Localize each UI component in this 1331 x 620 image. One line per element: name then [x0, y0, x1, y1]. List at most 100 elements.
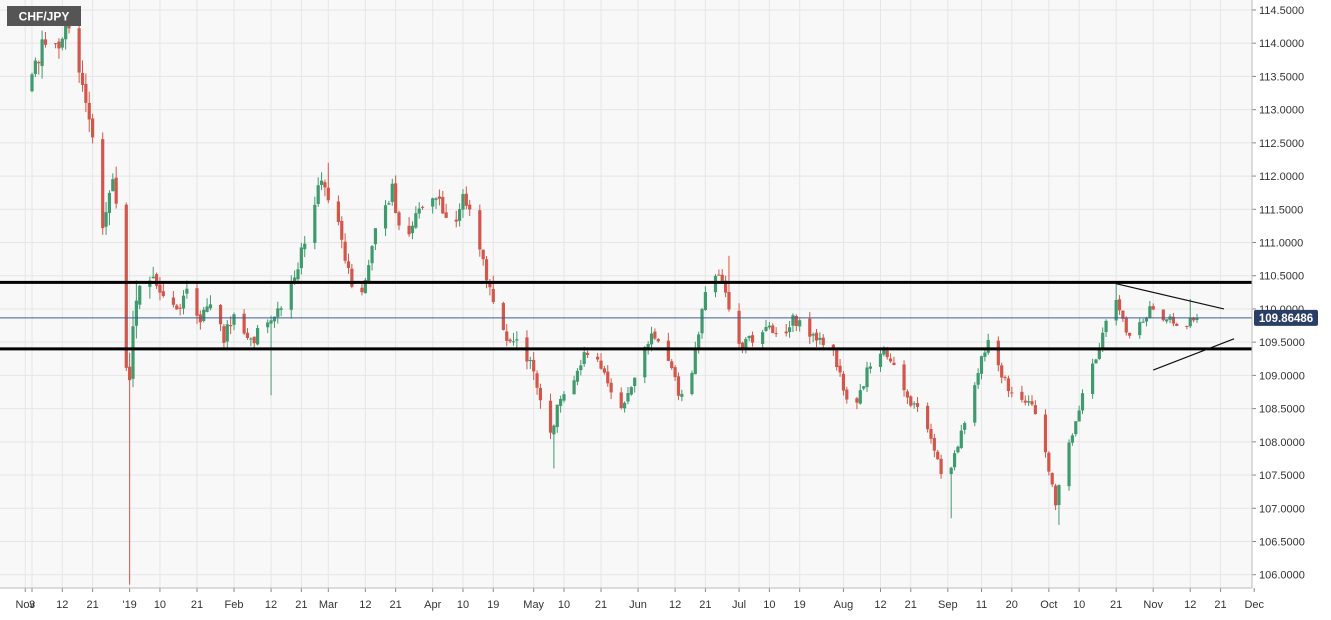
candle-body: [181, 295, 186, 309]
candle-body: [373, 228, 378, 245]
candles-series: [30, 13, 1199, 585]
candle-body: [1010, 392, 1014, 394]
candle-body: [414, 213, 418, 228]
current-price-label: 109.86486: [1259, 313, 1313, 325]
x-tick-label: 12: [359, 599, 371, 611]
candle: [609, 378, 613, 400]
x-tick-label: Dec: [1244, 599, 1264, 611]
candle: [195, 283, 199, 324]
y-tick-label: 111.0000: [1259, 238, 1303, 250]
candle: [959, 424, 963, 450]
candle: [1000, 362, 1004, 384]
y-axis-panel[interactable]: [1252, 0, 1331, 588]
candle: [511, 332, 516, 346]
candle: [774, 327, 778, 338]
candle-body: [340, 220, 344, 240]
candle: [175, 303, 179, 310]
candle-body: [185, 288, 189, 294]
candle: [242, 309, 246, 335]
y-tick-label: 108.5000: [1259, 404, 1305, 416]
candle-body: [269, 320, 273, 324]
candle-body: [134, 300, 138, 326]
candle-body: [952, 453, 957, 468]
candle-body: [609, 382, 613, 393]
candle: [154, 272, 159, 289]
candle-body: [835, 350, 839, 368]
candle: [572, 375, 576, 395]
candle: [360, 283, 364, 296]
candle-body: [926, 405, 930, 430]
candle: [538, 383, 543, 409]
candle-body: [171, 297, 176, 305]
candle-body: [1138, 322, 1142, 336]
y-tick-label: 113.0000: [1259, 105, 1304, 117]
x-tick-label: May: [523, 599, 544, 611]
candle: [515, 331, 519, 348]
candle-body: [862, 386, 866, 389]
candle: [1050, 472, 1054, 488]
candle-body: [1097, 348, 1101, 359]
candle-body: [202, 309, 206, 321]
candle: [838, 358, 842, 377]
candle: [862, 385, 866, 391]
candle-body: [697, 334, 701, 349]
y-tick-label: 113.5000: [1259, 71, 1304, 83]
candle-body: [350, 268, 354, 287]
candle: [202, 306, 206, 323]
candle-body: [808, 318, 812, 337]
candle-body: [458, 209, 462, 221]
candle-body: [161, 291, 165, 296]
candle: [390, 178, 394, 206]
x-tick-label: Aug: [834, 599, 854, 611]
candle-body: [303, 243, 307, 250]
symbol-badge[interactable]: CHF/JPY: [7, 6, 81, 26]
candle: [114, 166, 118, 209]
candle: [562, 391, 566, 403]
candle-body: [915, 403, 920, 407]
candle: [1171, 313, 1176, 327]
candle-body: [959, 430, 963, 448]
candle-body: [505, 331, 509, 341]
x-tick-label: 21: [905, 599, 917, 611]
candle-body: [767, 325, 771, 328]
candle-body: [154, 274, 159, 286]
candle-body: [1185, 325, 1189, 327]
candle-body: [868, 366, 872, 369]
candle-body: [1148, 306, 1152, 318]
candle: [599, 353, 603, 370]
trendline-lower: [1152, 338, 1235, 371]
candle: [229, 316, 233, 335]
candle: [1138, 318, 1142, 339]
candle: [1053, 483, 1058, 511]
candle: [249, 337, 253, 347]
candle-body: [397, 212, 401, 226]
candle: [245, 328, 250, 340]
candle: [575, 368, 580, 386]
candle-body: [939, 458, 943, 474]
candle-body: [1074, 421, 1078, 435]
candle: [811, 332, 815, 343]
x-tick-label: 12: [1184, 599, 1196, 611]
candle-body: [774, 333, 778, 335]
candle: [464, 186, 468, 210]
candle-body: [289, 281, 293, 310]
candle: [1175, 322, 1179, 327]
candle-body: [599, 360, 603, 369]
x-axis-panel[interactable]: [0, 588, 1252, 615]
candle-body: [905, 391, 910, 398]
candle: [555, 404, 559, 433]
candle-body: [831, 344, 835, 350]
candle: [313, 196, 317, 250]
candle-body: [481, 249, 485, 260]
candle: [468, 199, 472, 217]
candle-body: [1171, 316, 1176, 324]
candle: [1121, 310, 1125, 322]
candle-body: [606, 371, 610, 384]
x-tick-label: 10: [1073, 599, 1085, 611]
candle-body: [572, 380, 576, 395]
candle: [77, 18, 81, 83]
y-tick-label: 114.5000: [1259, 5, 1304, 17]
candle: [1010, 386, 1014, 398]
candle-body: [548, 400, 553, 433]
